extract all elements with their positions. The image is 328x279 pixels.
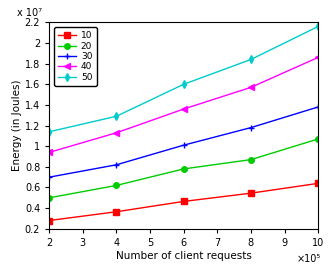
40: [114, 131, 118, 134]
Line: 10: 10: [47, 181, 321, 223]
10: [249, 191, 253, 195]
Line: 30: 30: [47, 104, 321, 180]
10: [47, 219, 51, 222]
50: [316, 25, 320, 28]
20: [182, 167, 186, 170]
50: [182, 83, 186, 86]
Y-axis label: Energy (in Joules): Energy (in Joules): [12, 80, 22, 171]
20: [47, 196, 51, 199]
Text: x 10⁷: x 10⁷: [17, 8, 42, 18]
Line: 40: 40: [47, 55, 321, 155]
30: [249, 126, 253, 129]
Text: ×10⁵: ×10⁵: [297, 254, 321, 264]
X-axis label: Number of client requests: Number of client requests: [116, 251, 252, 261]
20: [316, 137, 320, 141]
50: [249, 58, 253, 61]
10: [114, 210, 118, 213]
Line: 50: 50: [47, 24, 321, 134]
30: [114, 163, 118, 167]
10: [182, 200, 186, 203]
10: [316, 182, 320, 185]
Line: 20: 20: [47, 136, 321, 201]
40: [249, 86, 253, 89]
20: [114, 184, 118, 187]
Legend: 10, 20, 30, 40, 50: 10, 20, 30, 40, 50: [54, 27, 97, 86]
30: [182, 143, 186, 147]
50: [114, 115, 118, 118]
40: [316, 56, 320, 59]
40: [47, 151, 51, 154]
40: [182, 107, 186, 111]
30: [47, 175, 51, 179]
30: [316, 105, 320, 109]
50: [47, 130, 51, 133]
20: [249, 158, 253, 161]
